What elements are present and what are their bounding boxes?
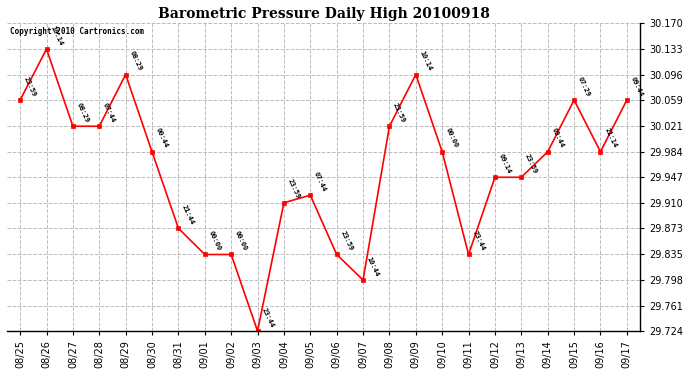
Text: 23:44: 23:44: [260, 306, 275, 328]
Text: 23:44: 23:44: [471, 230, 486, 252]
Text: 10:14: 10:14: [419, 50, 433, 72]
Text: 10:14: 10:14: [49, 24, 63, 46]
Text: 00:44: 00:44: [155, 127, 169, 149]
Text: 23:59: 23:59: [23, 75, 37, 97]
Text: 23:59: 23:59: [392, 102, 406, 123]
Text: 00:00: 00:00: [445, 127, 460, 149]
Text: 07:44: 07:44: [102, 102, 117, 123]
Text: 07:29: 07:29: [577, 75, 591, 97]
Text: Copyright 2010 Cartronics.com: Copyright 2010 Cartronics.com: [10, 27, 144, 36]
Text: 00:00: 00:00: [234, 230, 248, 252]
Text: 08:29: 08:29: [128, 50, 143, 72]
Text: 08:29: 08:29: [76, 102, 90, 123]
Title: Barometric Pressure Daily High 20100918: Barometric Pressure Daily High 20100918: [157, 7, 489, 21]
Text: 00:00: 00:00: [208, 230, 222, 252]
Text: 21:14: 21:14: [603, 127, 618, 149]
Text: 09:14: 09:14: [497, 153, 512, 174]
Text: 21:44: 21:44: [181, 204, 195, 225]
Text: 09:44: 09:44: [551, 127, 565, 149]
Text: 09:44: 09:44: [629, 75, 644, 97]
Text: 07:44: 07:44: [313, 171, 328, 192]
Text: 23:59: 23:59: [524, 153, 538, 174]
Text: 23:59: 23:59: [287, 178, 301, 200]
Text: 10:44: 10:44: [366, 255, 380, 277]
Text: 23:59: 23:59: [339, 230, 354, 252]
